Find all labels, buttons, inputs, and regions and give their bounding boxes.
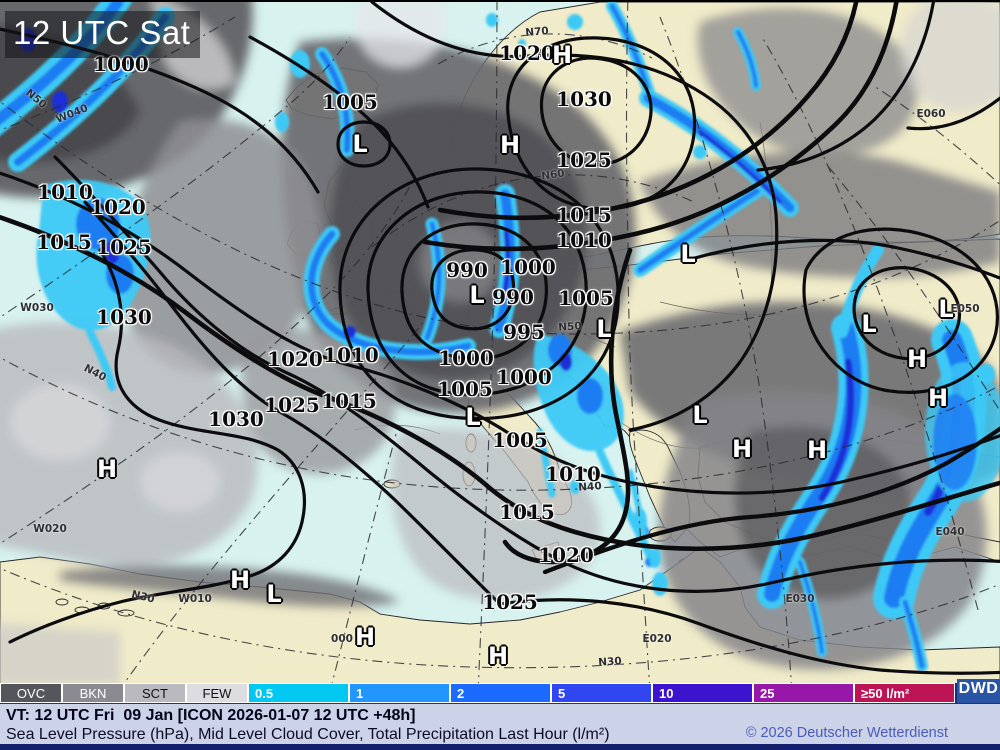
legend-bar: OVC BKN SCT FEW 0.5 1 2 5 10 25 ≥50 l/m² [0, 683, 957, 703]
copyright-text: © 2026 Deutscher Wetterdienst [745, 725, 948, 741]
legend-cell-precip-0.5: 0.5 [248, 683, 349, 703]
legend-cell-few: FEW [186, 683, 248, 703]
dwd-logo-text: DWD [958, 680, 999, 697]
legend-cell-precip-2: 2 [450, 683, 551, 703]
footer-parameters-line: Sea Level Pressure (hPa), Mid Level Clou… [6, 726, 610, 743]
legend-cell-ovc: OVC [0, 683, 62, 703]
legend-cell-precip-10: 10 [652, 683, 753, 703]
valid-time-text: 12 UTC Sat [13, 14, 191, 51]
legend-cell-precip-25: 25 [753, 683, 854, 703]
cloud-layer [0, 2, 1000, 685]
legend-cell-precip-1: 1 [349, 683, 450, 703]
legend-cell-precip-5: 5 [551, 683, 652, 703]
map-canvas [0, 2, 1000, 685]
valid-time-overlay: 12 UTC Sat [5, 11, 201, 58]
weather-map: 1000 1005 1020 1030 1025 1015 1010 1010 1020 1015… [0, 0, 1000, 685]
footer: VT: 12 UTC Fri 09 Jan [ICON 2026-01-07 1… [0, 703, 1000, 745]
isobar-layer [0, 2, 1000, 675]
legend-cell-bkn: BKN [62, 683, 124, 703]
footer-validtime-line: VT: 12 UTC Fri 09 Jan [ICON 2026-01-07 1… [6, 707, 416, 724]
legend-cell-precip-50: ≥50 l/m² [854, 683, 955, 703]
legend-cell-sct: SCT [124, 683, 186, 703]
bottom-navy-bar [0, 744, 1000, 750]
